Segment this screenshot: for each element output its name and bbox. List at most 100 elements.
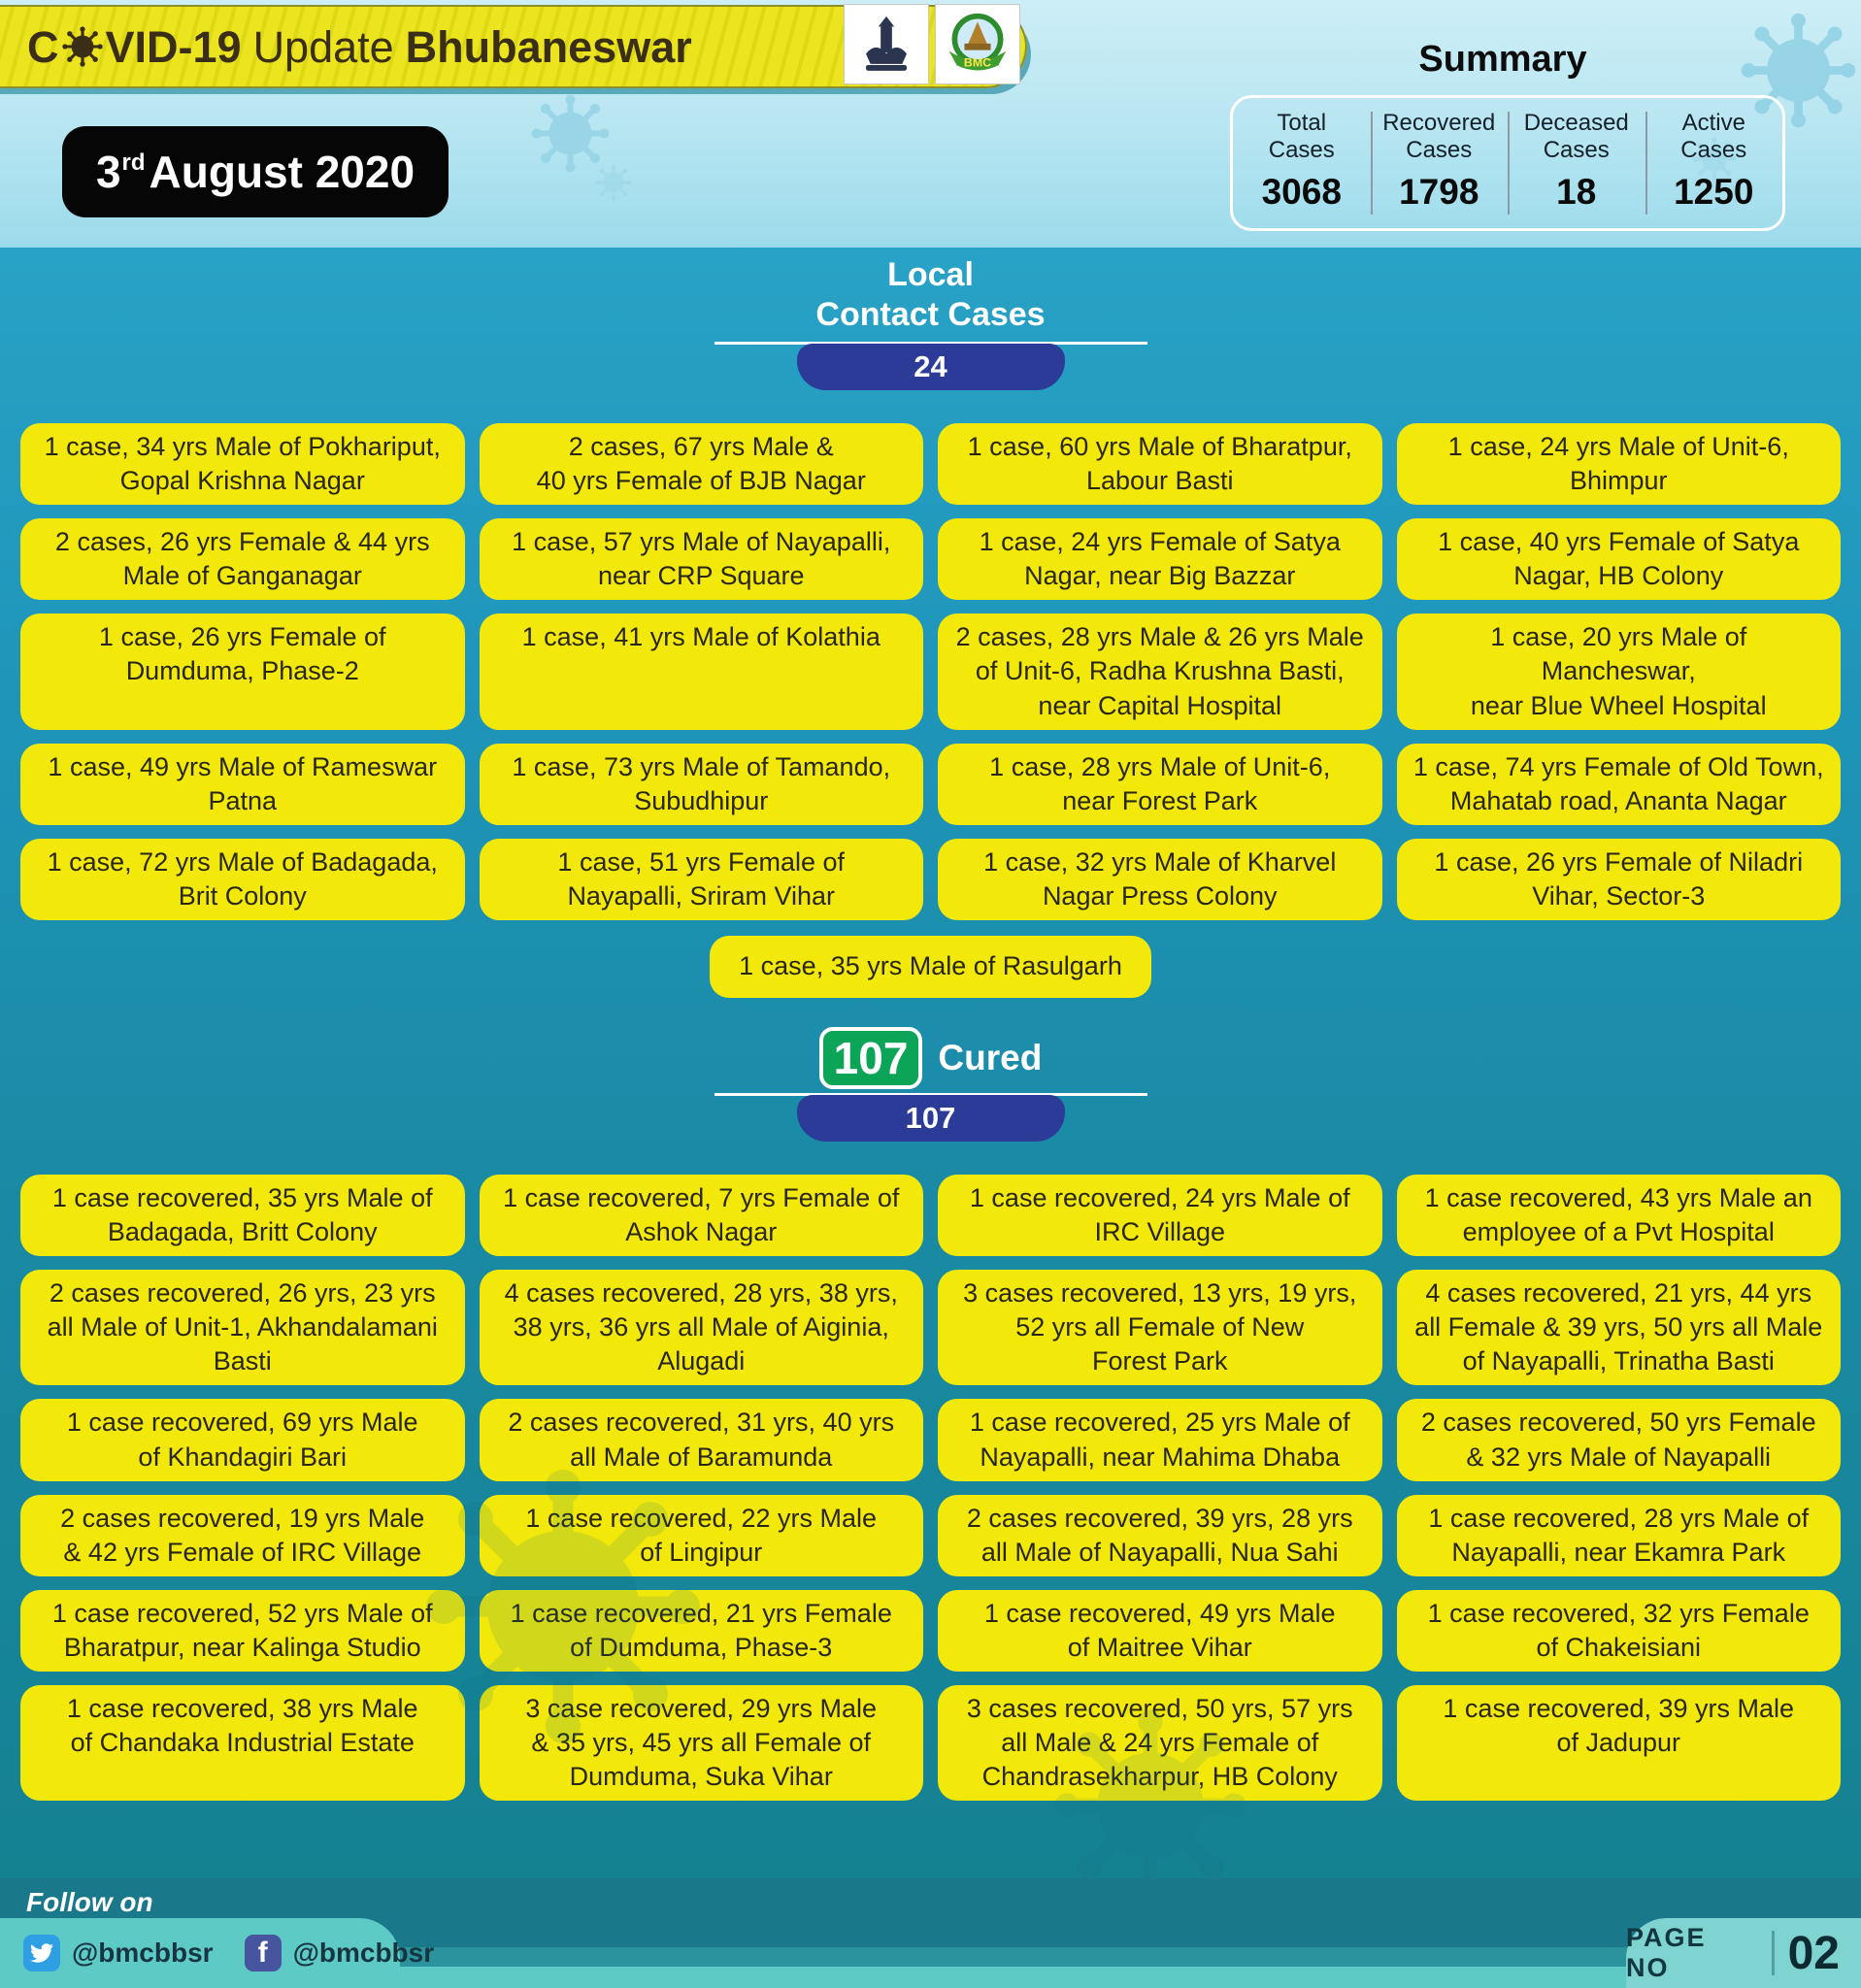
page-no-label: PAGE NO — [1626, 1923, 1707, 1982]
date-rest: August 2020 — [149, 147, 415, 197]
summary-stat-active: Active Cases 1250 — [1645, 98, 1783, 228]
summary-stat-deceased: Deceased Cases 18 — [1508, 98, 1645, 228]
recovered-card: 1 case recovered, 24 yrs Male of IRC Vil… — [938, 1174, 1382, 1257]
case-card: 1 case, 51 yrs Female of Nayapalli, Srir… — [479, 838, 923, 920]
cured-cases-count-badge: 107 — [796, 1094, 1065, 1142]
bmc-emblem-icon: BMC — [948, 13, 1007, 70]
local-cases-grid: 1 case, 34 yrs Male of Pokhariput, Gopal… — [0, 422, 1861, 920]
stat-label: Total Cases — [1268, 110, 1335, 164]
summary-title: Summary — [1418, 39, 1587, 80]
follow-on-label: Follow on — [26, 1887, 153, 1917]
page-title: C VID-19 Update Bhubaneswar — [27, 25, 692, 69]
recovered-card: 3 cases recovered, 13 yrs, 19 yrs, 52 yr… — [938, 1270, 1382, 1386]
page-number: 02 — [1787, 1927, 1840, 1979]
case-card: 1 case, 26 yrs Female of Dumduma, Phase-… — [20, 613, 465, 730]
footer-light-band — [0, 1967, 1861, 1988]
recovered-card: 2 cases recovered, 50 yrs Female & 32 yr… — [1396, 1399, 1841, 1481]
case-card: 1 case, 57 yrs Male of Nayapalli, near C… — [479, 518, 923, 601]
recovered-card: 1 case recovered, 25 yrs Male of Nayapal… — [938, 1399, 1382, 1481]
recovered-card: 4 cases recovered, 21 yrs, 44 yrs all Fe… — [1396, 1270, 1841, 1386]
recovered-card: 3 cases recovered, 50 yrs, 57 yrs all Ma… — [938, 1685, 1382, 1802]
summary-stat-total: Total Cases 3068 — [1233, 98, 1371, 228]
stat-value: 1250 — [1674, 171, 1754, 212]
recovered-card: 1 case recovered, 7 yrs Female of Ashok … — [479, 1174, 923, 1257]
case-card: 1 case, 41 yrs Male of Kolathia — [479, 613, 923, 730]
recovered-card: 2 cases recovered, 26 yrs, 23 yrs all Ma… — [20, 1270, 465, 1386]
recovered-card: 1 case recovered, 28 yrs Male of Nayapal… — [1396, 1494, 1841, 1576]
stat-value: 1798 — [1399, 171, 1479, 212]
recovered-card: 1 case recovered, 22 yrs Male of Lingipu… — [479, 1494, 923, 1576]
virus-decoration — [529, 92, 612, 175]
recovered-card: 2 cases recovered, 31 yrs, 40 yrs all Ma… — [479, 1399, 923, 1481]
recovered-card: 2 cases recovered, 39 yrs, 28 yrs all Ma… — [938, 1494, 1382, 1576]
twitter-icon[interactable] — [23, 1935, 60, 1971]
virus-decoration — [594, 163, 633, 202]
case-card: 1 case, 73 yrs Male of Tamando, Subudhip… — [479, 743, 923, 825]
facebook-handle[interactable]: @bmcbbsr — [292, 1938, 435, 1968]
stat-value: 3068 — [1261, 171, 1342, 212]
case-card: 1 case, 74 yrs Female of Old Town, Mahat… — [1396, 743, 1841, 825]
case-card: 1 case, 60 yrs Male of Bharatpur, Labour… — [938, 422, 1382, 506]
facebook-icon[interactable]: f — [244, 1935, 282, 1971]
virus-icon — [61, 25, 104, 68]
recovered-card: 3 case recovered, 29 yrs Male & 35 yrs, … — [479, 1685, 923, 1802]
footer-mid-band — [0, 1947, 1861, 1967]
case-card: 1 case, 26 yrs Female of Niladri Vihar, … — [1396, 838, 1841, 920]
case-card: 2 cases, 28 yrs Male & 26 yrs Male of Un… — [938, 613, 1382, 730]
cured-cases-grid: 1 case recovered, 35 yrs Male of Badagad… — [0, 1174, 1861, 1802]
case-card: 2 cases, 26 yrs Female & 44 yrs Male of … — [20, 518, 465, 601]
recovered-card: 1 case recovered, 69 yrs Male of Khandag… — [20, 1399, 465, 1481]
divider — [714, 1092, 1147, 1096]
recovered-card: 1 case recovered, 35 yrs Male of Badagad… — [20, 1174, 465, 1257]
recovered-card: 1 case recovered, 32 yrs Female of Chake… — [1396, 1589, 1841, 1672]
stat-label: Active Cases — [1680, 110, 1747, 164]
page-number-tab: PAGE NO 02 — [1626, 1918, 1861, 1988]
recovered-card: 1 case recovered, 39 yrs Male of Jadupur — [1396, 1685, 1841, 1802]
recovered-card: 1 case recovered, 21 yrs Female of Dumdu… — [479, 1589, 923, 1672]
case-card-center: 1 case, 35 yrs Male of Rasulgarh — [710, 935, 1151, 998]
stat-value: 18 — [1556, 171, 1597, 212]
case-card: 1 case, 32 yrs Male of Kharvel Nagar Pre… — [938, 838, 1382, 920]
odisha-govt-logo — [844, 4, 929, 84]
title-part: C — [27, 21, 59, 72]
case-card: 1 case, 49 yrs Male of Rameswar Patna — [20, 743, 465, 825]
title-part: Update — [252, 21, 394, 72]
stat-label: Recovered Cases — [1382, 110, 1496, 164]
recovered-card: 1 case recovered, 38 yrs Male of Chandak… — [20, 1685, 465, 1802]
stat-label: Deceased Cases — [1523, 110, 1629, 164]
title-part: VID-19 — [105, 21, 242, 72]
local-cases-count-badge: 24 — [796, 343, 1065, 390]
cured-label: Cured — [938, 1037, 1043, 1077]
date-day: 3 — [95, 147, 121, 197]
case-card: 1 case, 72 yrs Male of Badagada, Brit Co… — [20, 838, 465, 920]
bmc-logo-text: BMC — [964, 55, 991, 69]
title-part: Bhubaneswar — [405, 21, 692, 72]
case-card: 1 case, 20 yrs Male of Mancheswar, near … — [1396, 613, 1841, 730]
twitter-handle[interactable]: @bmcbbsr — [72, 1938, 214, 1968]
case-card: 1 case, 28 yrs Male of Unit-6, near Fore… — [938, 743, 1382, 825]
divider — [1771, 1931, 1775, 1975]
recovered-card: 4 cases recovered, 28 yrs, 38 yrs, 38 yr… — [479, 1270, 923, 1386]
case-card: 1 case, 34 yrs Male of Pokhariput, Gopal… — [20, 422, 465, 506]
case-card: 1 case, 24 yrs Female of Satya Nagar, ne… — [938, 518, 1382, 601]
twitter-bird-icon — [30, 1941, 53, 1965]
govt-emblem-icon — [866, 16, 907, 71]
recovered-card: 2 cases recovered, 19 yrs Male & 42 yrs … — [20, 1494, 465, 1576]
date-suffix: rd — [121, 149, 146, 176]
main-body: Local Contact Cases 24 1 case, 34 yrs Ma… — [0, 248, 1861, 1988]
social-bar: @bmcbbsr f @bmcbbsr — [0, 1918, 434, 1988]
local-contact-cases-heading: Local Contact Cases — [815, 256, 1046, 334]
cured-heading: 107 Cured — [0, 1026, 1861, 1089]
case-card: 1 case, 24 yrs Male of Unit-6, Bhimpur — [1396, 422, 1841, 506]
recovered-card: 1 case recovered, 43 yrs Male an employe… — [1396, 1174, 1841, 1257]
divider — [714, 341, 1147, 345]
cured-count-badge: 107 — [818, 1026, 923, 1089]
case-card: 1 case, 40 yrs Female of Satya Nagar, HB… — [1396, 518, 1841, 601]
recovered-card: 1 case recovered, 52 yrs Male of Bharatp… — [20, 1589, 465, 1672]
summary-box: Total Cases 3068 Recovered Cases 1798 De… — [1230, 95, 1785, 231]
summary-stat-recovered: Recovered Cases 1798 — [1370, 98, 1509, 228]
case-card: 2 cases, 67 yrs Male & 40 yrs Female of … — [479, 422, 923, 506]
